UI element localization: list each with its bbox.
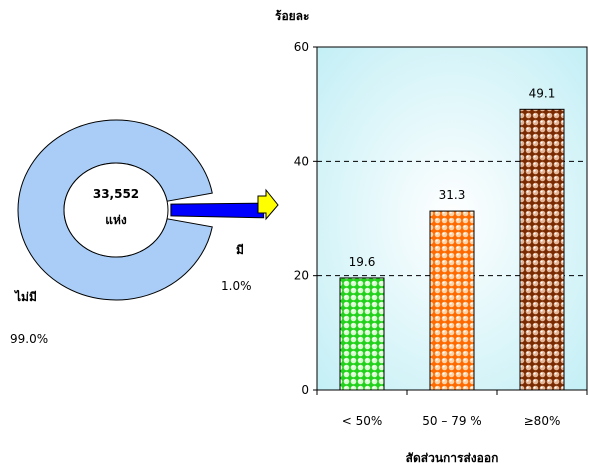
slice-percent-has: 1.0% <box>221 279 252 293</box>
y-tick-label: 20 <box>294 269 309 283</box>
bar-value-label: 19.6 <box>349 255 376 269</box>
y-tick-label: 40 <box>294 154 309 168</box>
bar-value-label: 31.3 <box>439 188 466 202</box>
donut-center-count: 33,552 <box>93 187 139 201</box>
y-tick-label: 60 <box>294 40 309 54</box>
donut-chart: 33,552 แห่ง ไม่มี 99.0% มี 1.0% <box>10 119 265 346</box>
x-ticks: < 50% 50 – 79 % ≥80% <box>316 390 588 428</box>
arrow-icon <box>257 188 279 221</box>
bar <box>339 277 385 391</box>
bar <box>429 210 475 391</box>
y-axis-label: ร้อยละ <box>275 9 309 23</box>
value-labels: 19.6 31.3 49.1 <box>349 86 556 269</box>
y-ticks: 0 20 40 60 <box>294 40 317 397</box>
x-axis-label: สัดส่วนการส่งออก <box>406 451 499 465</box>
slice-label-none: ไม่มี <box>13 289 37 304</box>
y-tick-label: 0 <box>301 383 309 397</box>
x-tick-label: ≥80% <box>524 414 561 428</box>
x-tick-label: 50 – 79 % <box>422 414 481 428</box>
slice-percent-none: 99.0% <box>10 332 48 346</box>
donut-hole <box>63 162 169 258</box>
donut-center-unit: แห่ง <box>105 213 127 227</box>
slice-label-has: มี <box>236 243 244 257</box>
x-tick-label: < 50% <box>342 414 383 428</box>
bars <box>339 108 565 391</box>
donut-slice-has <box>170 202 265 219</box>
bar <box>519 108 565 391</box>
bar-value-label: 49.1 <box>529 86 556 100</box>
